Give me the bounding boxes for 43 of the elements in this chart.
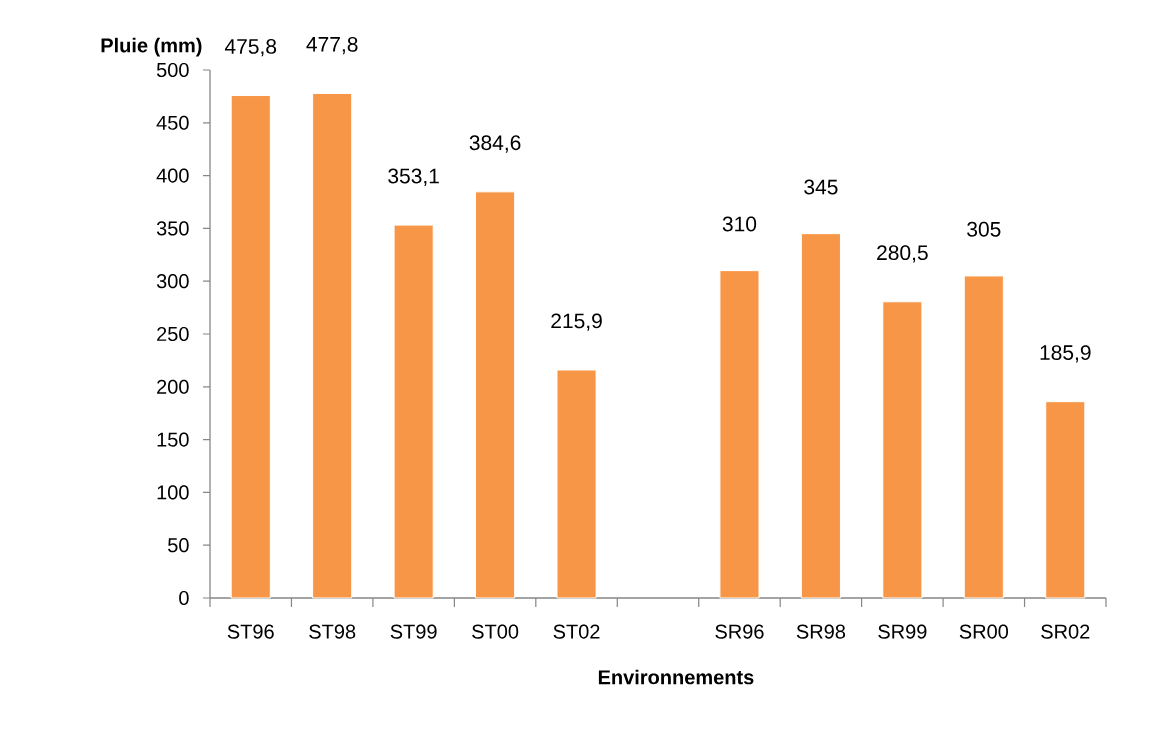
data-label: 345	[804, 179, 838, 195]
bar	[556, 369, 597, 599]
y-tick-label: 100	[157, 485, 189, 500]
bar	[963, 275, 1004, 599]
bar	[1045, 401, 1086, 599]
x-tick-label: ST02	[553, 624, 600, 639]
y-tick-label: 450	[156, 115, 189, 130]
data-label: 310	[722, 216, 757, 232]
y-tick-label: 300	[156, 274, 189, 289]
x-tick-label: ST98	[309, 624, 356, 639]
x-tick-label: SR00	[959, 624, 1009, 639]
x-tick-label: SR02	[1041, 624, 1090, 639]
bar	[882, 301, 923, 599]
y-tick-label: 400	[156, 168, 189, 183]
y-axis-title: Pluie (mm)	[101, 37, 202, 57]
data-label: 384,6	[469, 135, 521, 153]
data-label: 477,8	[306, 36, 358, 55]
y-tick-label: 350	[156, 221, 189, 236]
bar	[393, 224, 434, 599]
y-tick-label: 50	[168, 538, 189, 553]
x-tick-label: ST96	[227, 624, 274, 639]
y-tick-label: 0	[179, 590, 189, 606]
bar	[719, 270, 760, 599]
data-label: 475,8	[224, 38, 277, 57]
data-label: 215,9	[551, 313, 602, 331]
data-label: 280,5	[877, 245, 928, 263]
x-tick-label: ST99	[390, 624, 437, 639]
data-label: 185,9	[1040, 345, 1091, 363]
x-tick-label: ST00	[472, 624, 519, 639]
y-tick-label: 250	[157, 326, 189, 342]
y-tick-label: 150	[157, 432, 189, 447]
bar	[230, 95, 271, 599]
bar	[475, 191, 516, 599]
y-tick-label: 200	[157, 379, 189, 394]
data-label: 353,1	[388, 168, 439, 186]
bar	[800, 233, 841, 599]
data-label: 305	[967, 221, 1001, 237]
x-tick-label: SR96	[715, 624, 764, 639]
x-axis-title: Environnements	[598, 669, 754, 685]
bar	[312, 92, 353, 599]
y-tick-label: 500	[156, 62, 189, 78]
x-tick-label: SR98	[796, 624, 846, 639]
x-tick-label: SR99	[878, 624, 927, 639]
